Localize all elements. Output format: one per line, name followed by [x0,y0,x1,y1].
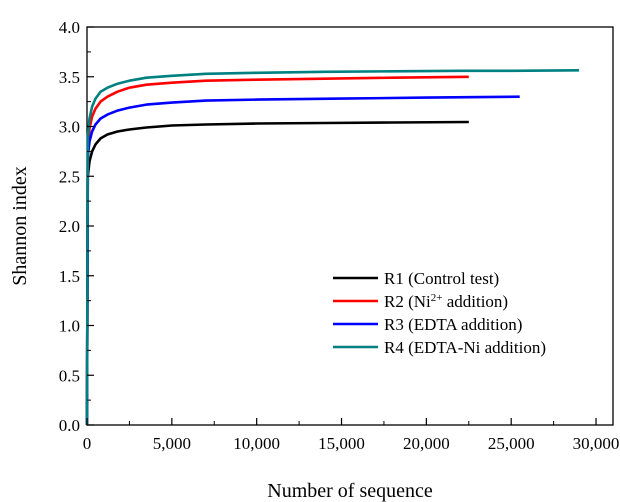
x-axis-title: Number of sequence [267,480,433,502]
x-tick-label: 10,000 [233,434,280,453]
y-tick-label: 1.5 [59,267,80,286]
x-tick-label: 0 [83,434,92,453]
x-tick-label: 25,000 [488,434,535,453]
y-tick-label: 3.0 [59,118,80,137]
x-tick-label: 5,000 [153,434,191,453]
legend-label-r3: R3 (EDTA addition) [384,315,522,334]
legend-label-r2: R2 (Ni2+ addition) [384,292,508,311]
x-tick-label: 20,000 [403,434,450,453]
y-tick-label: 1.0 [59,317,80,336]
legend-label-part: R1 (Control test) [384,269,499,288]
series-line-r4 [85,69,580,426]
legend-label-part: 2+ [431,292,443,304]
tick-labels-layer: 0 5,000 10,000 15,000 20,000 25,000 30,000 0.0 0… [59,18,620,453]
series-layer [85,69,580,426]
legend-label-part: R3 (EDTA addition) [384,315,522,334]
y-axis-title: Shannon index [9,166,31,285]
x-tick-label: 15,000 [318,434,365,453]
y-tick-label: 2.5 [59,167,80,186]
y-tick-label: 0.0 [59,416,80,435]
legend-label-part: addition) [442,292,508,311]
legend-label-part: R2 (Ni [384,292,431,311]
series-line-r3 [85,95,520,426]
y-tick-label: 2.0 [59,217,80,236]
y-tick-label: 4.0 [59,18,80,37]
legend-label-r1: R1 (Control test) [384,269,499,288]
series-line-r2 [85,75,469,426]
legend-label-r4: R4 (EDTA-Ni addition) [384,338,546,357]
y-tick-label: 3.5 [59,68,80,87]
legend-label-part: R4 (EDTA-Ni addition) [384,338,546,357]
y-tick-label: 0.5 [59,366,80,385]
ticks-layer [86,26,597,426]
legend: R1 (Control test) R2 (Ni2+ addition) R3 (E… [333,269,546,357]
plot-frame [86,26,614,426]
x-tick-label: 30,000 [573,434,620,453]
series-line-r1 [85,120,469,426]
